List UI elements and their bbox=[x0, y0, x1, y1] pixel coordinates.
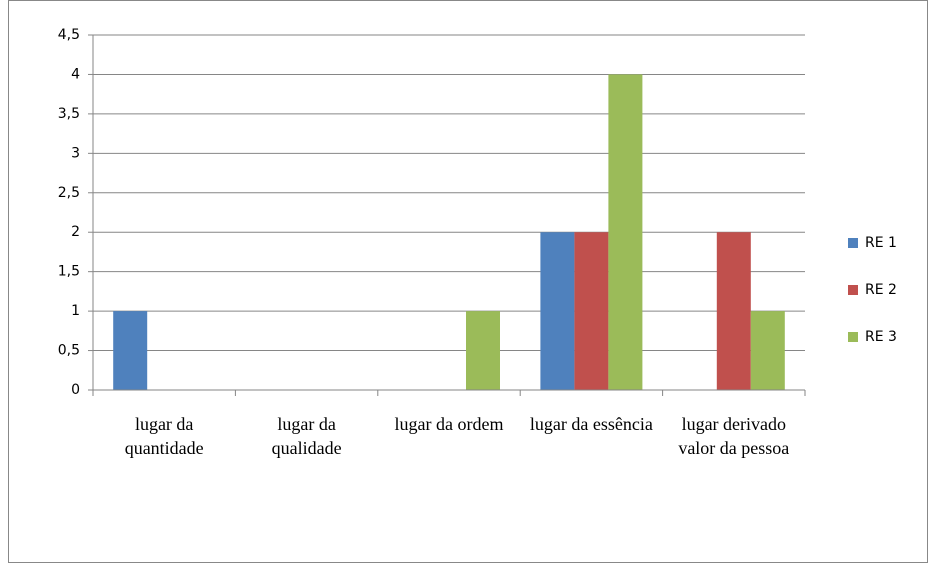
legend-swatch bbox=[848, 285, 858, 295]
y-tick-label: 4,5 bbox=[58, 27, 80, 43]
x-tick-label: lugar da qualidade bbox=[271, 414, 342, 458]
chart-border bbox=[8, 0, 928, 563]
legend-swatch bbox=[848, 238, 858, 248]
x-tick-label: lugar da essência bbox=[529, 414, 653, 434]
bar bbox=[540, 232, 575, 390]
y-tick-label: 3 bbox=[71, 145, 80, 161]
bar bbox=[574, 232, 609, 390]
legend-label: RE 3 bbox=[865, 329, 897, 345]
x-tick-label: lugar derivado valor da pessoa bbox=[678, 414, 790, 458]
bar bbox=[466, 311, 500, 390]
y-tick-label: 0,5 bbox=[58, 343, 80, 359]
bar bbox=[113, 311, 148, 390]
y-tick-label: 3,5 bbox=[58, 106, 80, 122]
bar bbox=[608, 74, 643, 390]
legend-swatch bbox=[848, 332, 858, 342]
y-tick-label: 2 bbox=[71, 224, 80, 240]
x-tick-label: lugar da ordem bbox=[394, 414, 504, 434]
y-tick-label: 2,5 bbox=[58, 185, 80, 201]
legend-label: RE 1 bbox=[865, 235, 897, 251]
y-tick-label: 0 bbox=[71, 382, 80, 398]
y-tick-label: 1 bbox=[71, 303, 80, 319]
bar bbox=[750, 311, 785, 390]
x-tick-label: lugar da quantidade bbox=[124, 414, 204, 458]
y-tick-label: 1,5 bbox=[58, 264, 80, 280]
legend-label: RE 2 bbox=[865, 282, 897, 298]
bar bbox=[716, 232, 751, 390]
y-tick-label: 4 bbox=[71, 66, 80, 82]
